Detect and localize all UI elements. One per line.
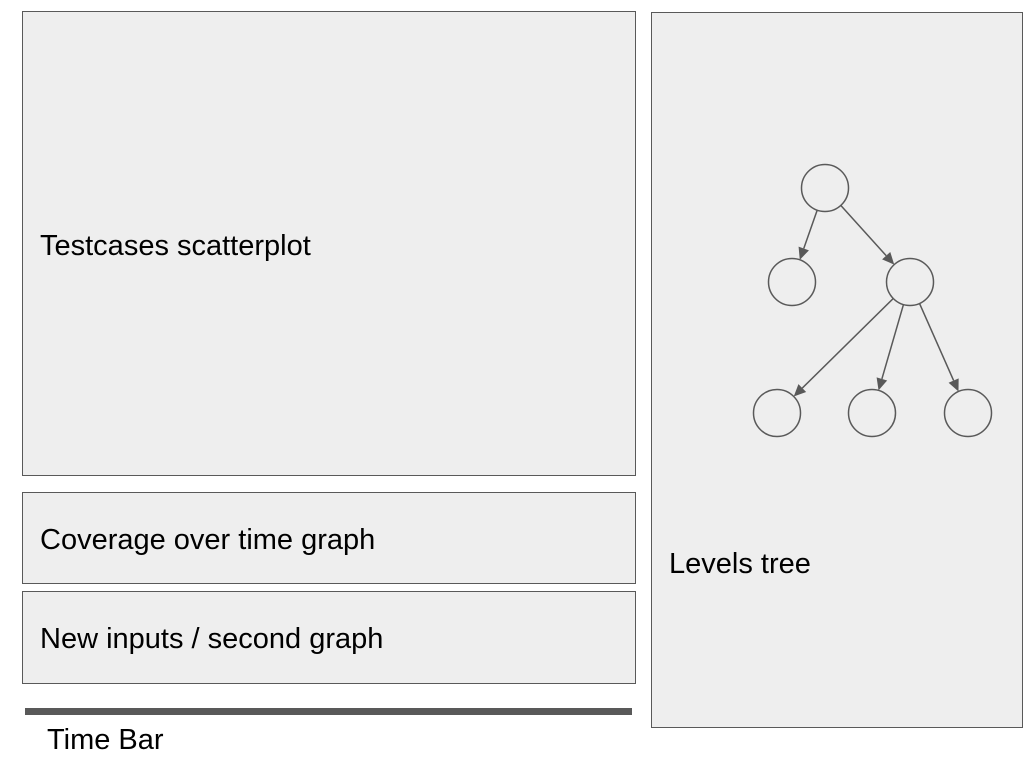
time-bar-label: Time Bar bbox=[47, 724, 164, 756]
coverage-graph-panel: Coverage over time graph bbox=[22, 492, 636, 584]
levels-tree-panel: Levels tree bbox=[651, 12, 1023, 728]
time-bar[interactable] bbox=[25, 708, 632, 715]
testcases-scatterplot-panel: Testcases scatterplot bbox=[22, 11, 636, 476]
coverage-graph-label: Coverage over time graph bbox=[40, 524, 376, 556]
levels-tree-label: Levels tree bbox=[669, 548, 811, 580]
testcases-scatterplot-label: Testcases scatterplot bbox=[40, 230, 311, 262]
new-inputs-graph-panel: New inputs / second graph bbox=[22, 591, 636, 684]
new-inputs-graph-label: New inputs / second graph bbox=[40, 623, 384, 655]
